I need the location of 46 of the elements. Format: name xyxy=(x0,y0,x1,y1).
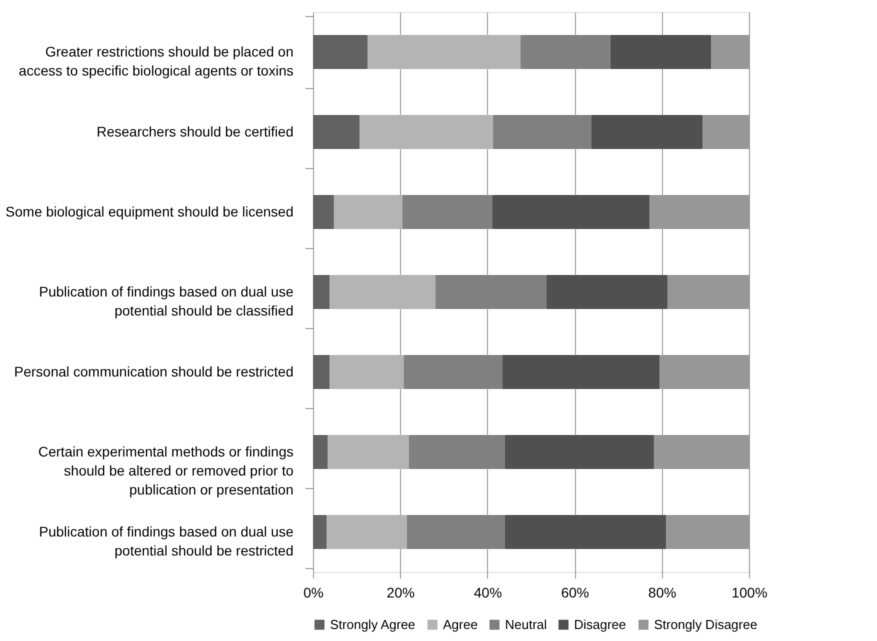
bar xyxy=(520,35,610,69)
legend-label: Agree xyxy=(443,616,478,632)
y-tick-label: Certain experimental methods or findings should be altered or removed prior to publication or presentation xyxy=(38,444,294,498)
bar xyxy=(313,515,327,549)
bar xyxy=(330,275,436,309)
x-tick-label: 20% xyxy=(386,584,415,600)
bar xyxy=(591,115,703,149)
bar xyxy=(313,275,330,309)
bar xyxy=(404,355,502,389)
y-tick-label: Personal communication should be restricted xyxy=(14,364,294,380)
bar xyxy=(436,275,546,309)
bar xyxy=(360,115,494,149)
bar xyxy=(493,115,592,149)
x-tick-label: 0% xyxy=(303,584,324,600)
bar xyxy=(504,515,666,549)
bar xyxy=(313,435,328,469)
y-tick-label: Publication of findings based on dual use potential should be restricted xyxy=(38,524,294,558)
bar xyxy=(504,435,654,469)
x-tick-label: 40% xyxy=(474,584,502,600)
bar xyxy=(313,355,330,389)
y-tick-label: Some biological equipment should be licensed xyxy=(6,204,294,220)
bar xyxy=(313,195,334,229)
legend-label: Disagree xyxy=(574,616,626,632)
bar xyxy=(546,275,668,309)
x-tick-label: 80% xyxy=(648,584,676,600)
bar xyxy=(402,195,492,229)
bar xyxy=(330,355,404,389)
bar xyxy=(408,435,505,469)
legend-label: Strongly Disagree xyxy=(654,616,758,632)
bar xyxy=(368,35,521,69)
bar xyxy=(313,115,360,149)
x-tick-label: 100% xyxy=(732,584,768,600)
bar xyxy=(492,195,650,229)
y-tick-label: Publication of findings based on dual use potential should be classified xyxy=(38,284,294,318)
y-tick-label: Greater restrictions should be placed on access to specific biological agents or toxins xyxy=(18,44,294,78)
bar xyxy=(328,435,409,469)
legend-label: Neutral xyxy=(505,616,548,632)
bar xyxy=(313,35,368,69)
bar xyxy=(610,35,712,69)
bar xyxy=(406,515,505,549)
x-tick-label: 60% xyxy=(561,584,590,600)
bar xyxy=(326,515,407,549)
bar xyxy=(334,195,402,229)
bar xyxy=(502,355,660,389)
legend-label: Strongly Agree xyxy=(330,616,416,632)
y-tick-label: Researchers should be certified xyxy=(96,124,294,140)
